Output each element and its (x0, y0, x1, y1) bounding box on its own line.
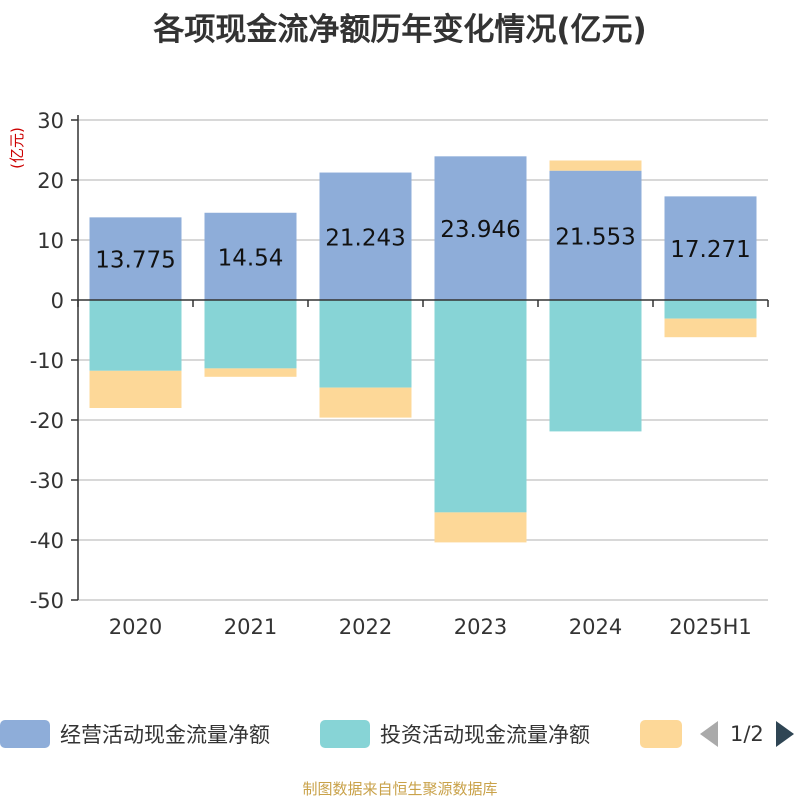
x-tick-label: 2021 (224, 615, 277, 639)
y-tick-label: 30 (37, 109, 64, 133)
x-tick-label: 2025H1 (669, 615, 752, 639)
bar-series-1-2021[interactable] (204, 300, 297, 369)
pager-next-icon[interactable] (775, 721, 794, 747)
bar-chart: 30 20 10 0 -10 -20 -30 -40 -50 2020 2021 2022 2023 20… (8, 109, 769, 639)
bar-series-2-2023[interactable] (434, 512, 527, 543)
axes: 30 20 10 0 -10 -20 -30 -40 -50 2020 2021 2022 2023 20… (30, 109, 769, 639)
bar-series-2-2024[interactable] (549, 160, 642, 171)
y-tick-label: 10 (37, 229, 64, 253)
data-labels: 13.775 14.54 21.243 23.946 21.553 17.271 (95, 217, 750, 274)
bar-series-1-2024[interactable] (549, 300, 642, 432)
y-tick-label: 0 (51, 289, 64, 313)
data-label: 21.553 (555, 224, 635, 250)
bar-series-1-2020[interactable] (89, 300, 182, 371)
bars (89, 156, 757, 543)
pager-prev-icon[interactable] (700, 721, 718, 747)
data-label: 13.775 (95, 248, 175, 274)
x-tick-label: 2024 (569, 615, 622, 639)
legend-label: 投资活动现金流量净额 (380, 723, 590, 747)
gridlines (78, 119, 768, 601)
y-tick-label: -10 (30, 349, 64, 373)
legend-swatch (640, 720, 682, 748)
bar-series-0-2021[interactable] (204, 212, 297, 300)
bar-series-1-2023[interactable] (434, 300, 527, 513)
pager-text: 1/2 (730, 722, 764, 746)
data-label: 17.271 (670, 237, 750, 263)
legend-pager: 1/2 (700, 716, 794, 752)
x-tick-label: 2020 (109, 615, 162, 639)
x-tick-label: 2022 (339, 615, 392, 639)
bar-series-0-2025H1[interactable] (664, 196, 757, 300)
legend-item-operating[interactable]: 经营活动现金流量净额 (0, 716, 270, 752)
source-note: 制图数据来自恒生聚源数据库 (302, 780, 498, 798)
legend-item-investing[interactable]: 投资活动现金流量净额 (320, 716, 590, 752)
legend: 经营活动现金流量净额 投资活动现金流量净额 1/2 (0, 716, 800, 756)
legend-swatch (0, 720, 50, 748)
y-axis-label: (亿元) (8, 127, 26, 169)
y-tick-label: -20 (30, 409, 64, 433)
bar-series-1-2025H1[interactable] (664, 300, 757, 319)
data-label: 21.243 (325, 225, 405, 251)
y-tick-label: -50 (30, 589, 64, 613)
bar-series-1-2022[interactable] (319, 300, 412, 388)
y-tick-label: 20 (37, 169, 64, 193)
y-tick-label: -40 (30, 529, 64, 553)
bar-series-0-2024[interactable] (549, 170, 642, 300)
chart-title: 各项现金流净额历年变化情况(亿元) (153, 12, 647, 48)
bar-series-2-2025H1[interactable] (664, 318, 757, 338)
legend-label: 经营活动现金流量净额 (60, 723, 270, 747)
bar-series-0-2022[interactable] (319, 172, 412, 300)
y-tick-label: -30 (30, 469, 64, 493)
bar-series-2-2022[interactable] (319, 387, 412, 418)
bar-series-0-2020[interactable] (89, 217, 182, 300)
data-label: 23.946 (440, 217, 520, 243)
bar-series-0-2023[interactable] (434, 156, 527, 300)
legend-swatch (320, 720, 370, 748)
bar-series-2-2020[interactable] (89, 370, 182, 408)
legend-item-third[interactable] (640, 716, 682, 752)
data-label: 14.54 (218, 245, 284, 271)
bar-series-2-2021[interactable] (204, 368, 297, 377)
x-tick-label: 2023 (454, 615, 507, 639)
